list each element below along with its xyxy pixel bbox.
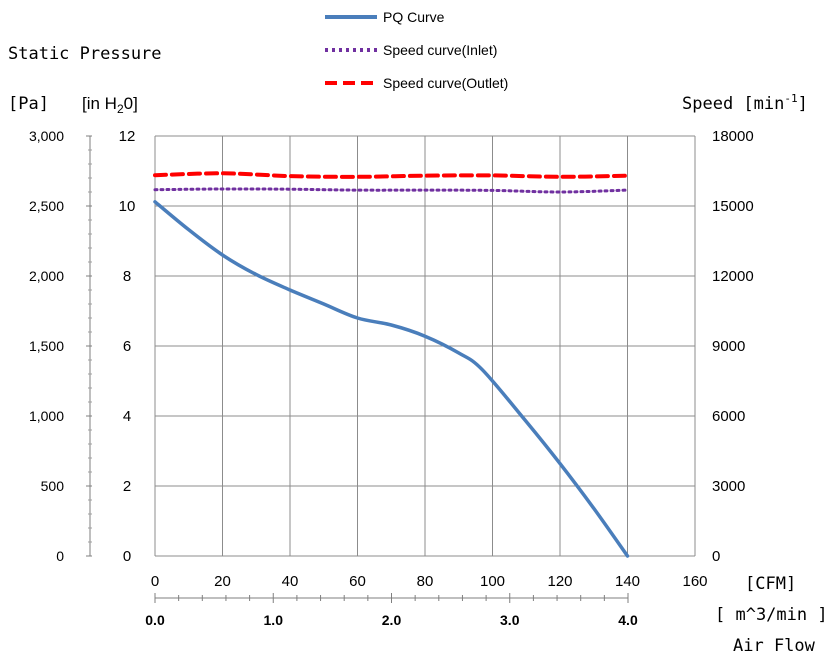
m3min-tick-label: 4.0: [618, 612, 638, 628]
cfm-tick-label: 0: [151, 573, 159, 590]
cfm-tick-label: 100: [480, 573, 505, 590]
y-axis-title: Static Pressure: [8, 44, 162, 64]
cfm-tick-label: 140: [615, 573, 640, 590]
legend: PQ Curve Speed curve(Inlet) Speed curve(…: [325, 9, 508, 91]
speed-axis-title: Speed [min-1]: [682, 92, 808, 114]
pa-tick-label: 500: [41, 478, 65, 494]
ticks: 05001,0001,5002,0002,5003,00002468101203…: [29, 128, 754, 628]
pa-tick-label: 2,000: [29, 268, 64, 284]
legend-outlet-label: Speed curve(Outlet): [383, 75, 508, 91]
speed-tick-label: 0: [712, 548, 720, 565]
legend-pq-label: PQ Curve: [383, 9, 445, 25]
cfm-tick-label: 20: [214, 573, 231, 590]
speed-tick-label: 9000: [712, 338, 745, 355]
speed-tick-label: 12000: [712, 268, 754, 285]
m3min-unit-label: [ m^3/min ]: [715, 605, 828, 625]
speed-tick-label: 6000: [712, 408, 745, 425]
pa-tick-label: 3,000: [29, 128, 64, 144]
inh2o-tick-label: 0: [123, 548, 131, 565]
outlet-speed-line: [153, 171, 630, 179]
pq-curve-line: [153, 200, 630, 558]
cfm-unit-label: [CFM]: [745, 574, 796, 594]
pa-tick-label: 2,500: [29, 198, 64, 214]
inh2o-tick-label: 8: [123, 268, 131, 285]
legend-inlet-label: Speed curve(Inlet): [383, 42, 497, 58]
m3min-tick-label: 2.0: [382, 612, 402, 628]
pa-tick-label: 1,000: [29, 408, 64, 424]
speed-tick-label: 3000: [712, 478, 745, 495]
speed-tick-label: 18000: [712, 128, 754, 145]
inh2o-tick-label: 10: [119, 198, 136, 215]
cfm-tick-label: 120: [547, 573, 572, 590]
inlet-speed-line: [153, 187, 629, 194]
inh2o-unit-label: [in H20]: [82, 94, 138, 116]
pa-tick-label: 1,500: [29, 338, 64, 354]
inh2o-tick-label: 4: [123, 408, 131, 425]
inh2o-tick-label: 6: [123, 338, 131, 355]
grid: [154, 135, 696, 557]
pa-tick-label: 0: [56, 548, 64, 564]
inh2o-tick-label: 12: [119, 128, 136, 145]
x-axis-title: Air Flow: [733, 636, 816, 655]
m3min-tick-label: 3.0: [500, 612, 520, 628]
series: [153, 171, 630, 558]
cfm-tick-label: 160: [682, 573, 707, 590]
pa-unit-label: [Pa]: [8, 94, 49, 114]
cfm-tick-label: 60: [349, 573, 366, 590]
speed-tick-label: 15000: [712, 198, 754, 215]
cfm-tick-label: 80: [417, 573, 434, 590]
m3min-tick-label: 1.0: [264, 612, 284, 628]
inh2o-tick-label: 2: [123, 478, 131, 495]
m3min-tick-label: 0.0: [145, 612, 165, 628]
cfm-tick-label: 40: [282, 573, 299, 590]
